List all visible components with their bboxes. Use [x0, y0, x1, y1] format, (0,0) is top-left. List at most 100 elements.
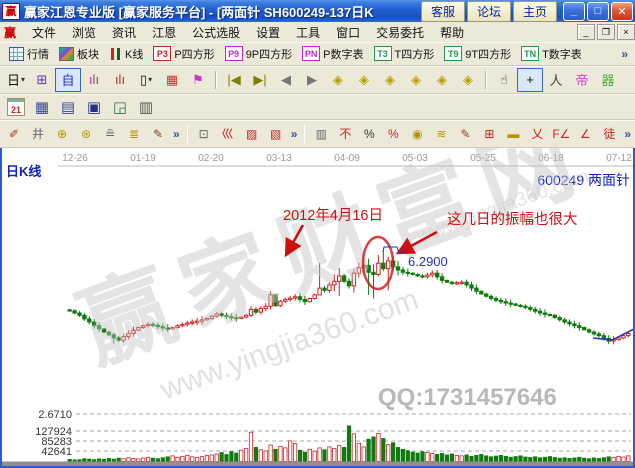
workstation-icon[interactable]: ▥ [138, 98, 154, 116]
draw-group-2-more-icon[interactable]: » [624, 126, 632, 141]
cross-lines-tool-icon[interactable]: 乂 [531, 127, 544, 141]
candlestick [430, 272, 435, 276]
measure-tool-icon[interactable]: 人 [549, 73, 563, 88]
close-button[interactable]: ✕ [611, 1, 633, 21]
brush-tool-icon[interactable]: ✎ [152, 126, 164, 141]
candlestick [234, 317, 239, 320]
t9-square-button[interactable]: T9 9T四方形 [439, 45, 516, 63]
menu-item-浏览[interactable]: 浏览 [72, 25, 97, 40]
zoom-reset-icon[interactable]: ◈ [463, 71, 473, 87]
p9-square-button[interactable]: P9 9P四方形 [220, 45, 297, 63]
fan-lines-tool-icon[interactable]: 巛 [221, 127, 234, 141]
percent-drop-tool-icon[interactable]: 不 [339, 127, 352, 141]
p-number-table-button[interactable]: PN P数字表 [297, 45, 368, 63]
volume-pane-icon[interactable]: ılı [88, 72, 100, 87]
volume-bar [518, 455, 523, 462]
hand-tool-icon[interactable]: ☝ [500, 71, 508, 87]
p-square-button[interactable]: P3 P四方形 [148, 45, 219, 63]
menu-item-文件[interactable]: 文件 [32, 25, 57, 40]
volume-bar [562, 457, 567, 462]
gold-bar-tool-icon[interactable]: ▬ [507, 126, 520, 141]
candlestick [297, 296, 303, 300]
price-min-label: 2.6710 [38, 409, 72, 421]
gann-angle-tool-icon[interactable]: 徒 [603, 127, 616, 141]
menu-item-资讯[interactable]: 资讯 [112, 25, 137, 40]
network-icon[interactable]: ◲ [112, 98, 128, 116]
horizontal-scrollbar[interactable] [0, 461, 635, 467]
chart-area[interactable]: 12-26 01-19 02-20 03-13 04-09 05-03 05-25 06-18… [0, 148, 635, 468]
save-icon[interactable]: ▣ [86, 98, 102, 116]
zoom-right-icon[interactable]: ◈ [333, 71, 343, 87]
menu-close-button[interactable]: × [617, 24, 635, 40]
menu-item-交易委托[interactable]: 交易委托 [376, 25, 425, 40]
gold-target-tool-icon[interactable]: ◉ [412, 126, 423, 141]
toolbar-label: T四方形 [394, 48, 435, 61]
volume-bar [464, 454, 469, 462]
minimize-button[interactable]: _ [563, 1, 585, 21]
homepage-button[interactable]: 主页 [512, 0, 557, 22]
draw-group-0-more-icon[interactable]: » [173, 126, 180, 141]
f-angle-tool-icon[interactable]: F∠ [552, 126, 571, 141]
menu-item-设置[interactable]: 设置 [256, 25, 281, 40]
menu-item-工具[interactable]: 工具 [296, 25, 321, 40]
analysis-tool-icon[interactable]: 器 [601, 73, 615, 88]
menu-item-公式选股[interactable]: 公式选股 [192, 25, 241, 40]
forum-button[interactable]: 论坛 [466, 0, 511, 22]
next-icon[interactable]: ▶ [307, 71, 317, 87]
volume-bar [155, 458, 160, 462]
notepad-icon[interactable]: ▤ [60, 98, 76, 116]
gold-spiral-tool-icon[interactable]: ⊛ [80, 126, 92, 141]
marker-tool-icon[interactable]: ✎ [460, 126, 471, 141]
menu-minimize-button[interactable]: _ [577, 24, 595, 40]
pane-layout-icon[interactable]: ⊞ [36, 71, 48, 87]
calculator-icon[interactable]: ▦ [34, 98, 50, 116]
bar-pane-icon[interactable]: ılı [114, 72, 126, 87]
period-selector[interactable]: 日 ▾ [6, 73, 26, 88]
toolbar-more-icon[interactable]: » [621, 46, 628, 61]
t-square-button[interactable]: T3 T四方形 [369, 45, 440, 63]
quotes-button[interactable]: 行情 [4, 45, 54, 63]
t-number-table-button[interactable]: TN T数字表 [516, 45, 587, 63]
flag-icon[interactable]: ⚑ [192, 71, 204, 87]
toolbar-label: 9T四方形 [465, 48, 512, 61]
zoom-all-icon[interactable]: ◈ [437, 71, 447, 87]
candlestick [474, 287, 479, 292]
calendar-icon[interactable]: 21 [3, 95, 29, 119]
angle-tool-icon[interactable]: ∠ [579, 126, 591, 141]
hatch2-tool-icon[interactable]: ▧ [270, 126, 282, 141]
red-grid-icon[interactable]: ▦ [165, 71, 179, 87]
prev-icon[interactable]: ◀ [281, 71, 291, 87]
crosshair-tool-icon[interactable]: + [517, 67, 543, 92]
percent-red-tool-icon[interactable]: % [388, 126, 399, 141]
sectors-button[interactable]: 板块 [54, 45, 104, 63]
box-tool-icon[interactable]: ⊡ [198, 126, 209, 141]
zoom-out-icon[interactable]: ◈ [411, 71, 421, 87]
zoom-in-icon[interactable]: ◈ [385, 71, 395, 87]
customer-service-button[interactable]: 客服 [420, 0, 465, 22]
red-grid-tool-icon[interactable]: ⊞ [484, 126, 495, 141]
maximize-button[interactable]: □ [587, 1, 609, 21]
info-panel-icon[interactable]: 自 [55, 67, 81, 92]
zoom-h-icon[interactable]: ◈ [359, 71, 369, 87]
volume-bar [430, 453, 435, 462]
kline-button[interactable]: K线 [104, 45, 148, 63]
first-page-icon[interactable]: |◀ [227, 71, 241, 87]
menu-item-帮助[interactable]: 帮助 [440, 25, 465, 40]
menu-item-江恩[interactable]: 江恩 [152, 25, 177, 40]
gold-lines-tool-icon[interactable]: ≣ [128, 126, 140, 141]
gann-tool-icon[interactable]: 帝 [575, 73, 589, 88]
candle-style-icon[interactable]: ▯ ▾ [139, 71, 153, 87]
menu-item-窗口[interactable]: 窗口 [336, 25, 361, 40]
table-tool-icon[interactable]: ▥ [315, 126, 328, 141]
grid-tool-icon[interactable]: 井 [31, 127, 44, 141]
level-tool-icon[interactable]: ≞ [104, 126, 116, 141]
draw-group-1-more-icon[interactable]: » [290, 126, 298, 141]
last-page-icon[interactable]: ▶| [253, 71, 267, 87]
candlestick [479, 290, 484, 295]
percent-tool-icon[interactable]: % [364, 126, 375, 141]
gold-circle-tool-icon[interactable]: ⊕ [56, 126, 68, 141]
menu-restore-button[interactable]: ❐ [597, 24, 615, 40]
hatch-tool-icon[interactable]: ▨ [246, 126, 258, 141]
pen-tool-icon[interactable]: ✐ [8, 126, 20, 141]
gold-wave-tool-icon[interactable]: ≋ [436, 126, 447, 141]
